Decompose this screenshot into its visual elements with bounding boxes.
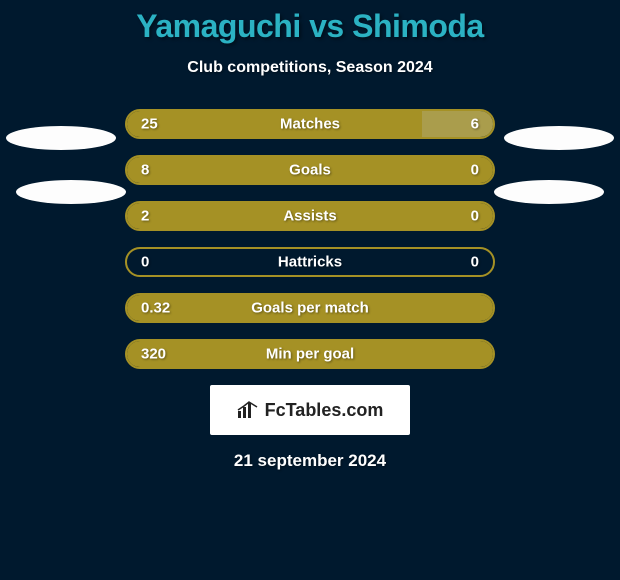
stat-value-right: 0 [471,254,479,271]
stat-row: 8 0 Goals [125,155,495,185]
stat-bars: 25 6 Matches 8 0 Goals 2 0 Assists 0 0 Hattricks 0.3… [125,109,495,369]
chart-icon [237,401,259,419]
stat-row: 2 0 Assists [125,201,495,231]
date-text: 21 september 2024 [0,451,620,471]
stat-value-left: 320 [141,346,166,363]
stat-label: Goals per match [251,300,369,317]
stat-label: Hattricks [278,254,342,271]
page-title: Yamaguchi vs Shimoda [0,0,620,45]
stat-row: 320 Min per goal [125,339,495,369]
stat-label: Matches [280,116,340,133]
stat-value-left: 8 [141,162,149,179]
stat-value-left: 0.32 [141,300,170,317]
bar-fill-right [422,111,493,137]
stat-row: 25 6 Matches [125,109,495,139]
stat-label: Goals [289,162,331,179]
stat-value-right: 0 [471,208,479,225]
logo-box: FcTables.com [210,385,410,435]
avatar-left-placeholder-2 [16,180,126,204]
stat-value-left: 0 [141,254,149,271]
stat-value-right: 0 [471,162,479,179]
stat-value-right: 6 [471,116,479,133]
stat-label: Min per goal [266,346,354,363]
logo-text: FcTables.com [265,400,384,421]
avatar-right-placeholder-2 [494,180,604,204]
stat-value-left: 25 [141,116,158,133]
stat-row: 0 0 Hattricks [125,247,495,277]
stat-value-left: 2 [141,208,149,225]
avatar-right-placeholder-1 [504,126,614,150]
bar-fill-left [127,111,422,137]
avatar-left-placeholder-1 [6,126,116,150]
comparison-infographic: Yamaguchi vs Shimoda Club competitions, … [0,0,620,580]
subtitle: Club competitions, Season 2024 [0,59,620,77]
stat-row: 0.32 Goals per match [125,293,495,323]
stat-label: Assists [283,208,336,225]
